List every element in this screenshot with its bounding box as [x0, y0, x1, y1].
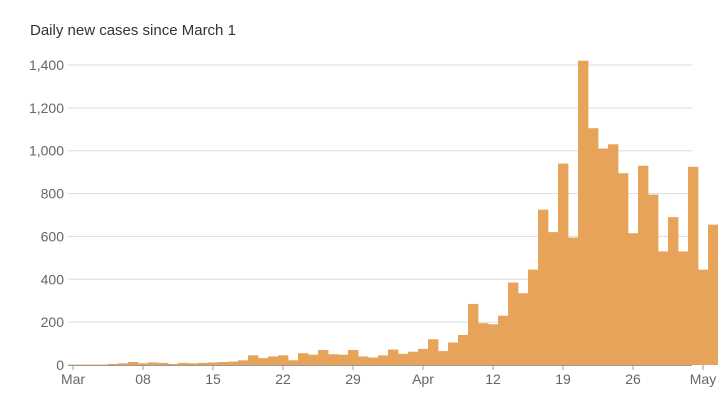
bar-2020-03-31	[368, 357, 379, 365]
bar-2020-03-24	[298, 353, 309, 365]
bar-2020-03-29	[348, 350, 359, 365]
bar-2020-03-08	[138, 363, 149, 365]
bar-2020-04-20	[568, 237, 579, 365]
bar-2020-04-01	[378, 355, 389, 365]
chart-title: Daily new cases since March 1	[30, 22, 236, 39]
bar-2020-03-16	[218, 362, 229, 365]
bar-2020-03-04	[98, 364, 109, 366]
bar-2020-04-30	[668, 217, 679, 365]
bar-2020-04-08	[448, 342, 459, 365]
bar-2020-03-21	[268, 356, 279, 365]
y-tick-label: 0	[56, 357, 64, 373]
y-tick-label: 800	[41, 186, 65, 202]
bar-2020-03-19	[248, 355, 259, 365]
bar-2020-03-13	[188, 363, 199, 365]
bar-2020-03-28	[338, 354, 349, 365]
x-tick-label: 15	[205, 371, 221, 387]
bar-2020-05-04	[708, 224, 718, 365]
bar-2020-04-17	[538, 209, 549, 365]
bar-2020-05-02	[688, 166, 699, 365]
bar-2020-03-01	[68, 364, 79, 366]
bar-2020-03-05	[108, 363, 119, 365]
y-tick-label: 400	[41, 271, 65, 287]
x-tick-label: 08	[135, 371, 151, 387]
bar-2020-04-18	[548, 232, 559, 365]
bar-2020-03-22	[278, 355, 289, 365]
bar-2020-04-29	[658, 251, 669, 365]
bar-2020-04-07	[438, 351, 449, 365]
bar-2020-04-28	[648, 194, 659, 365]
bar-2020-04-11	[478, 323, 489, 365]
x-tick-label: 19	[555, 371, 571, 387]
bar-2020-03-23	[288, 360, 299, 365]
bar-2020-03-06	[118, 363, 129, 365]
x-tick-label: 22	[275, 371, 291, 387]
y-tick-label: 600	[41, 228, 65, 244]
x-tick-label: Apr	[412, 371, 434, 387]
bar-2020-03-03	[88, 364, 99, 366]
bar-2020-03-27	[328, 354, 339, 365]
bar-2020-05-03	[698, 269, 709, 365]
x-tick-label: 29	[345, 371, 361, 387]
bar-2020-04-22	[588, 128, 599, 365]
y-tick-label: 1,400	[29, 57, 64, 73]
x-tick-label: May	[690, 371, 716, 387]
bar-2020-04-09	[458, 335, 469, 365]
y-tick-label: 1,200	[29, 100, 64, 116]
bar-2020-03-26	[318, 350, 329, 365]
bar-2020-04-16	[528, 269, 539, 365]
bar-2020-03-11	[168, 363, 179, 365]
bar-2020-04-24	[608, 144, 619, 365]
bar-2020-03-12	[178, 362, 189, 365]
bar-2020-04-25	[618, 173, 629, 365]
bar-2020-03-30	[358, 356, 369, 365]
bar-2020-03-20	[258, 358, 269, 365]
bar-2020-04-04	[408, 351, 419, 365]
bar-2020-04-14	[508, 282, 519, 365]
bar-2020-03-17	[228, 361, 239, 365]
x-tick-label: Mar	[61, 371, 85, 387]
bar-2020-03-07	[128, 362, 139, 365]
x-tick-label: 26	[625, 371, 641, 387]
bar-2020-04-19	[558, 163, 569, 365]
bar-2020-04-23	[598, 148, 609, 365]
bar-2020-03-14	[198, 362, 209, 365]
bar-2020-04-12	[488, 324, 499, 365]
bar-2020-04-03	[398, 353, 409, 365]
bar-2020-04-26	[628, 233, 639, 365]
y-tick-label: 1,000	[29, 143, 64, 159]
y-tick-label: 200	[41, 314, 65, 330]
bar-2020-03-02	[78, 364, 89, 366]
bar-2020-04-02	[388, 349, 399, 365]
bar-2020-04-27	[638, 165, 649, 365]
bar-2020-03-25	[308, 354, 319, 365]
bar-2020-04-06	[428, 339, 439, 365]
bar-2020-04-13	[498, 315, 509, 365]
x-tick-label: 12	[485, 371, 501, 387]
bar-2020-03-15	[208, 362, 219, 365]
bar-2020-04-15	[518, 293, 529, 365]
bar-2020-05-01	[678, 251, 689, 365]
bar-2020-03-10	[158, 362, 169, 365]
bar-2020-03-18	[238, 360, 249, 365]
bar-2020-04-21	[578, 60, 589, 365]
bar-2020-03-09	[148, 362, 159, 365]
bar-2020-04-05	[418, 348, 429, 365]
bar-2020-04-10	[468, 303, 479, 365]
